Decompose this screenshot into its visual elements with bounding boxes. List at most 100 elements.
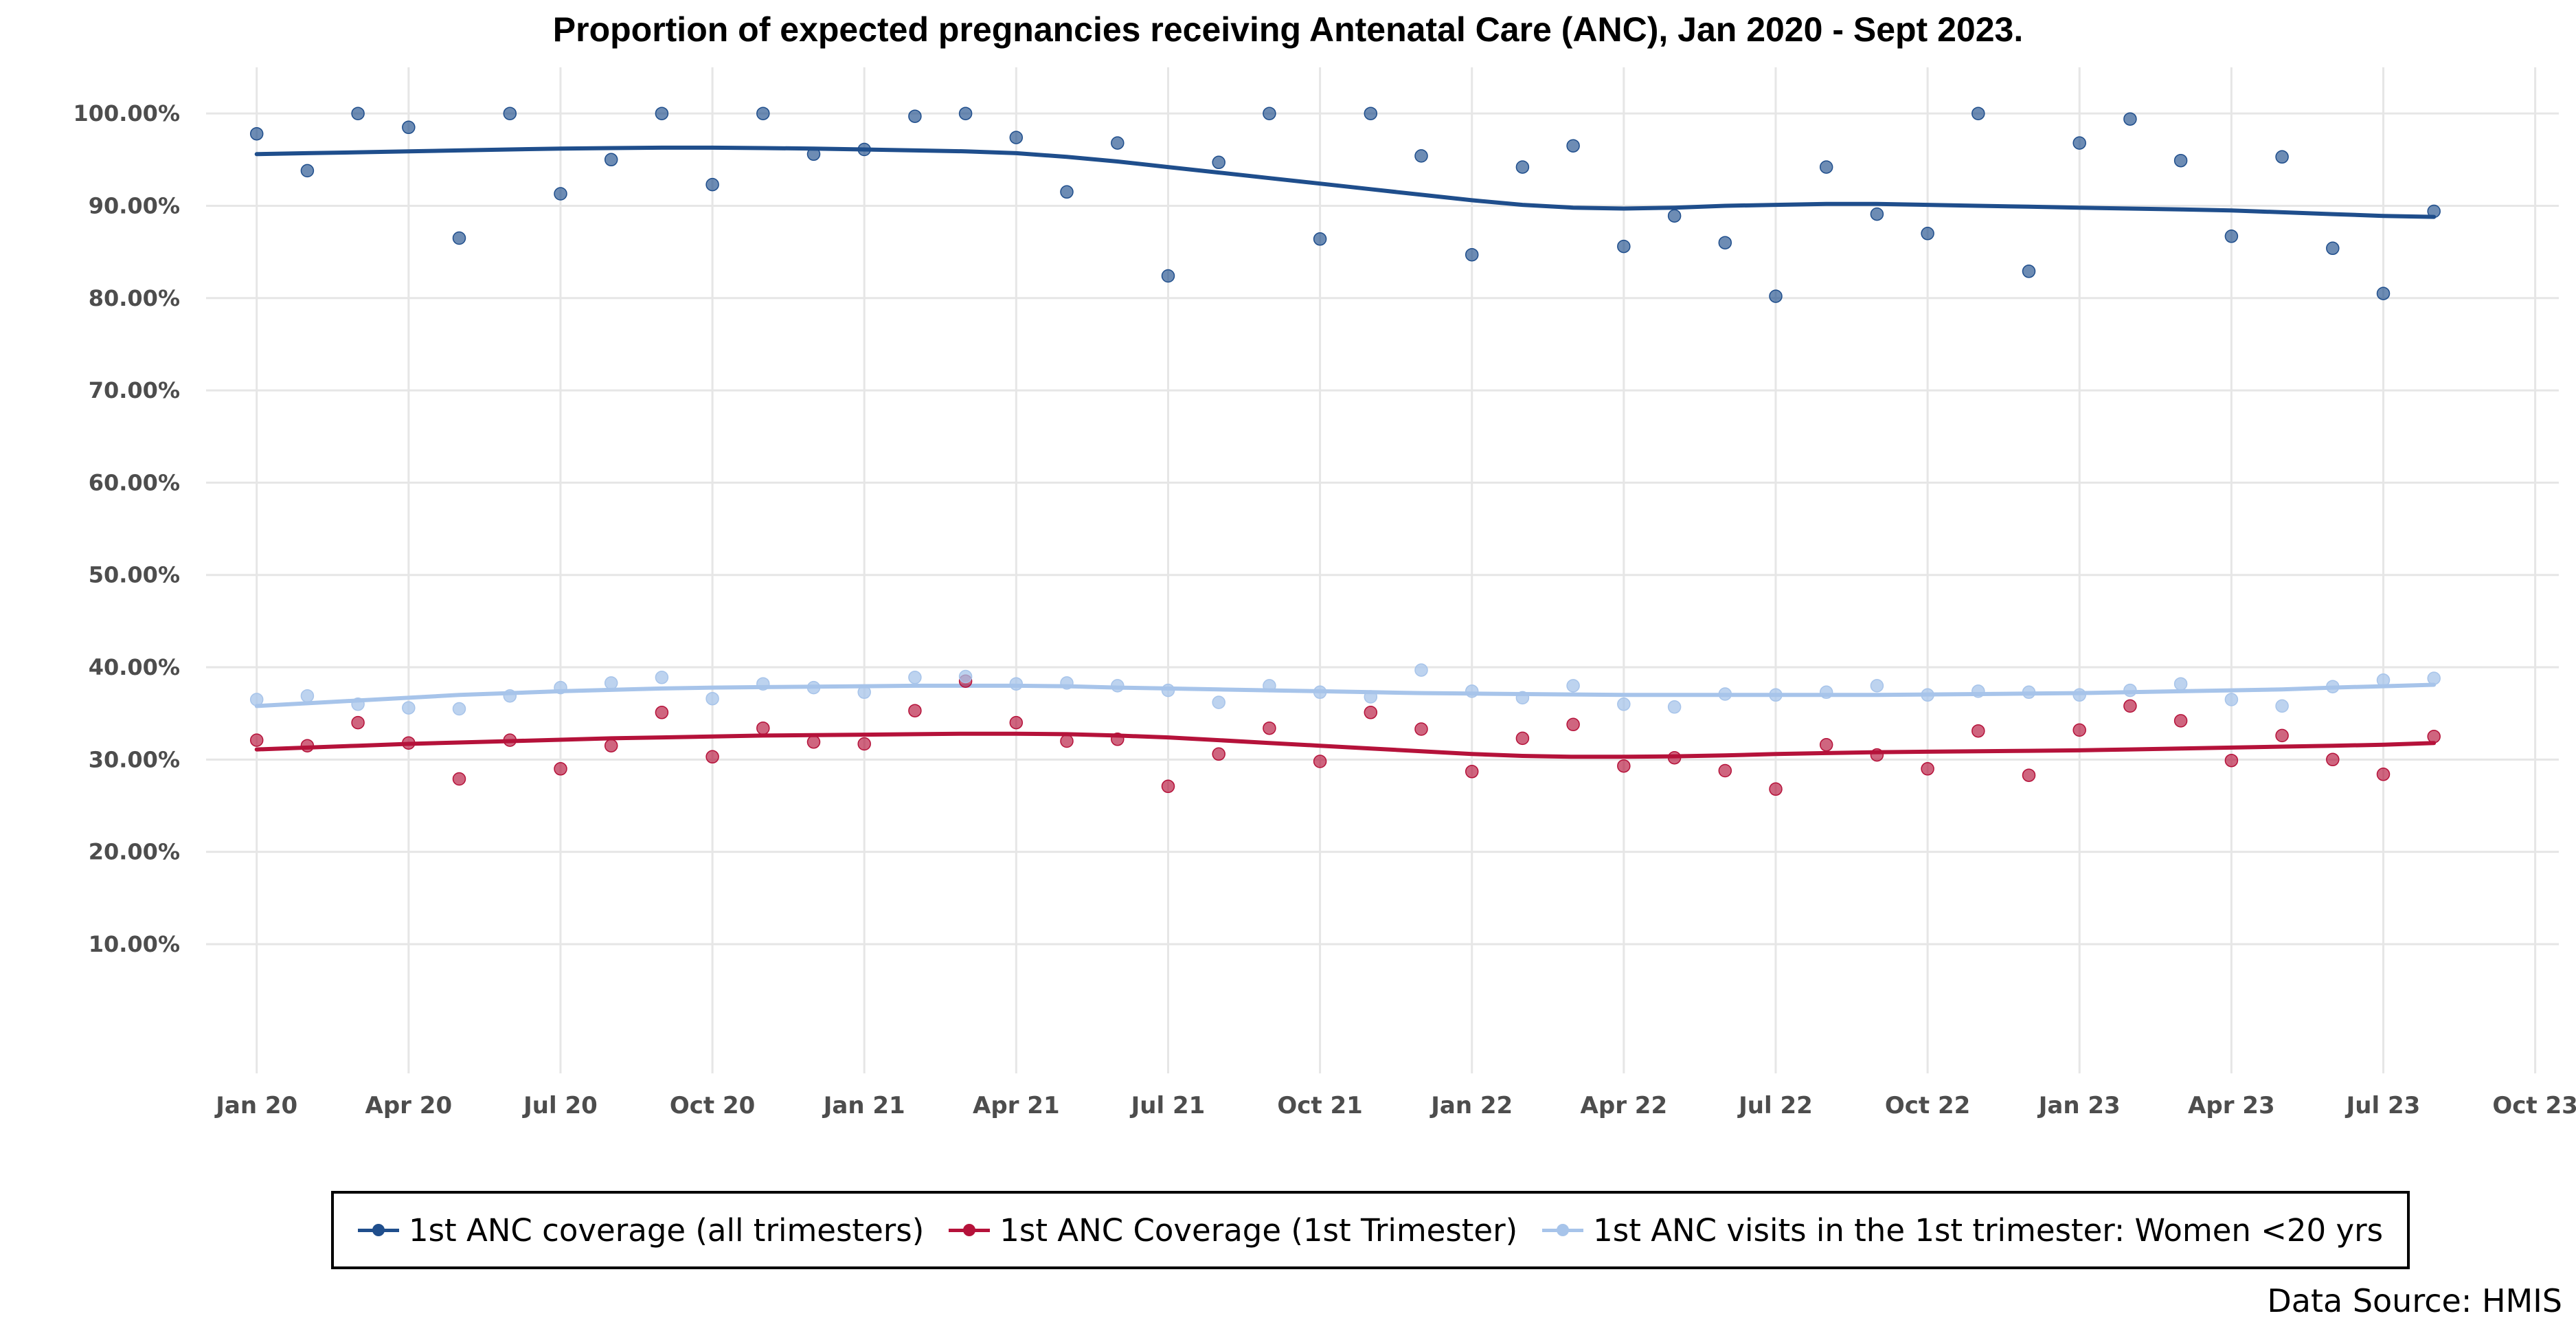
- data-point-series-3: [705, 691, 719, 706]
- data-point-series-2: [1009, 715, 1024, 730]
- data-point-series-1: [1313, 232, 1327, 246]
- data-point-series-2: [1617, 759, 1631, 773]
- data-point-series-3: [958, 669, 973, 684]
- legend-key-icon: [949, 1222, 991, 1238]
- y-tick-label: 50.00%: [89, 562, 180, 588]
- data-point-series-2: [705, 750, 719, 764]
- data-point-series-3: [2173, 677, 2188, 691]
- x-tick-label: Jul 23: [2345, 1092, 2421, 1119]
- data-point-series-3: [806, 680, 821, 695]
- data-point-series-1: [1465, 247, 1479, 262]
- data-point-series-2: [2376, 768, 2391, 781]
- data-point-series-2: [908, 704, 922, 717]
- data-point-series-2: [1212, 747, 1225, 761]
- data-point-series-1: [2275, 150, 2289, 164]
- chart-plot: 10.00% 20.00% 30.00% 40.00% 50.00% 60.00% 70.0…: [73, 67, 2576, 1119]
- data-point-series-1: [300, 164, 315, 178]
- data-point-series-1: [554, 187, 567, 201]
- data-point-series-2: [1971, 724, 1985, 738]
- data-point-series-2: [2427, 730, 2441, 744]
- y-tick-label: 40.00%: [89, 654, 180, 680]
- data-point-series-2: [1769, 782, 1783, 796]
- data-point-series-2: [1819, 738, 1833, 752]
- data-point-series-1: [2427, 204, 2441, 219]
- y-tick-label: 60.00%: [89, 469, 180, 495]
- data-point-series-2: [351, 715, 365, 730]
- legend-label: 1st ANC visits in the 1st trimester: Wom…: [1593, 1211, 2384, 1249]
- data-point-series-3: [1971, 684, 1985, 698]
- data-point-series-1: [1263, 107, 1276, 120]
- data-point-series-3: [1515, 691, 1530, 705]
- x-tick-label: Apr 22: [1581, 1092, 1668, 1119]
- data-point-series-1: [452, 231, 466, 245]
- data-point-series-3: [1414, 663, 1428, 677]
- data-point-series-1: [1414, 149, 1428, 163]
- data-point-series-2: [655, 706, 669, 719]
- data-point-series-1: [2072, 136, 2086, 150]
- data-point-series-1: [1667, 209, 1682, 223]
- data-point-series-3: [2022, 685, 2036, 700]
- data-point-series-3: [249, 693, 264, 706]
- data-point-series-2: [1870, 748, 1884, 762]
- data-point-series-2: [1313, 755, 1327, 768]
- legend-dot: [372, 1224, 385, 1236]
- data-point-series-2: [1465, 765, 1479, 779]
- legend-dot: [1557, 1224, 1570, 1236]
- y-tick-label: 90.00%: [89, 192, 180, 219]
- data-point-series-1: [249, 126, 264, 141]
- data-point-series-2: [452, 772, 466, 786]
- data-point-series-3: [351, 697, 365, 711]
- trend-line-series-3: [254, 682, 2437, 708]
- chart-title: Proportion of expected pregnancies recei…: [552, 10, 2024, 49]
- x-tick-label: Apr 23: [2188, 1092, 2275, 1119]
- data-point-series-1: [1515, 160, 1530, 174]
- data-point-series-3: [452, 702, 466, 716]
- data-point-series-3: [1769, 688, 1783, 702]
- x-tick-label: Jul 22: [1737, 1092, 1813, 1119]
- data-point-series-2: [2173, 714, 2188, 728]
- data-point-series-2: [1161, 779, 1175, 794]
- data-point-series-3: [1718, 687, 1732, 701]
- data-point-series-2: [402, 736, 416, 750]
- legend-key-icon: [1542, 1222, 1584, 1238]
- data-point-series-1: [1718, 236, 1732, 249]
- x-tick-label: Oct 23: [2492, 1092, 2576, 1119]
- data-point-series-3: [1060, 676, 1074, 690]
- x-tick-label: Jan 21: [822, 1092, 905, 1119]
- legend-item-all-trimesters: 1st ANC coverage (all trimesters): [357, 1212, 924, 1249]
- data-point-series-1: [1769, 289, 1783, 303]
- data-point-series-1: [2376, 287, 2391, 300]
- data-points: [249, 107, 2441, 796]
- data-point-series-3: [1870, 679, 1884, 693]
- x-tick-label: Jan 22: [1430, 1092, 1513, 1119]
- x-tick-label: Apr 20: [365, 1092, 453, 1119]
- grid-lines: [206, 67, 2559, 1073]
- data-point-series-1: [705, 177, 719, 192]
- data-point-series-3: [2326, 680, 2340, 693]
- data-point-series-2: [249, 733, 264, 747]
- x-tick-label: Oct 21: [1277, 1092, 1362, 1119]
- data-point-series-3: [1921, 688, 1934, 702]
- legend-label: 1st ANC Coverage (1st Trimester): [999, 1211, 1518, 1249]
- data-point-series-2: [857, 737, 871, 751]
- y-tick-label: 80.00%: [89, 285, 180, 311]
- data-point-series-2: [1263, 721, 1276, 735]
- data-point-series-3: [503, 689, 517, 703]
- data-point-series-2: [1667, 750, 1682, 765]
- data-point-series-1: [806, 147, 821, 161]
- data-point-series-1: [1161, 269, 1175, 283]
- data-point-series-1: [1870, 207, 1884, 221]
- x-tick-label: Apr 21: [973, 1092, 1060, 1119]
- data-point-series-3: [2275, 699, 2289, 713]
- data-point-series-2: [806, 735, 821, 749]
- data-point-series-1: [2022, 265, 2036, 278]
- x-axis-ticks: Jan 20 Apr 20 Jul 20 Oct 20 Jan 21 Apr 21 Jul …: [214, 1092, 2576, 1119]
- data-point-series-3: [1667, 700, 1682, 714]
- data-point-series-2: [554, 762, 567, 776]
- data-point-series-1: [2326, 241, 2340, 256]
- trend-line-series-2: [254, 731, 2437, 759]
- data-point-series-1: [1921, 227, 1934, 241]
- trend-line-series-1: [254, 145, 2437, 219]
- x-tick-label: Jul 20: [522, 1092, 598, 1119]
- x-tick-label: Jan 20: [214, 1092, 297, 1119]
